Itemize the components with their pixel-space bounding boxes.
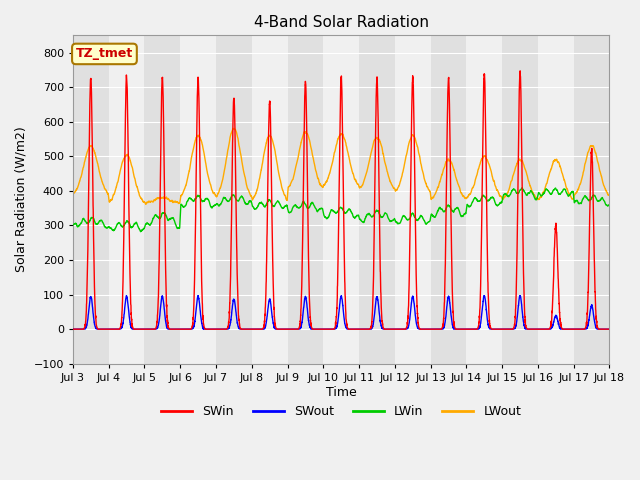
Bar — [431, 36, 467, 364]
Bar — [467, 36, 502, 364]
Bar — [395, 36, 431, 364]
Bar — [502, 36, 538, 364]
Text: TZ_tmet: TZ_tmet — [76, 48, 133, 60]
Bar — [216, 36, 252, 364]
Title: 4-Band Solar Radiation: 4-Band Solar Radiation — [253, 15, 429, 30]
Bar — [109, 36, 145, 364]
Bar — [73, 36, 109, 364]
Bar — [573, 36, 609, 364]
Bar — [252, 36, 287, 364]
X-axis label: Time: Time — [326, 385, 356, 398]
Bar — [180, 36, 216, 364]
Bar — [287, 36, 323, 364]
Bar — [359, 36, 395, 364]
Bar — [145, 36, 180, 364]
Bar — [538, 36, 573, 364]
Y-axis label: Solar Radiation (W/m2): Solar Radiation (W/m2) — [15, 127, 28, 273]
Legend: SWin, SWout, LWin, LWout: SWin, SWout, LWin, LWout — [156, 400, 526, 423]
Bar — [323, 36, 359, 364]
